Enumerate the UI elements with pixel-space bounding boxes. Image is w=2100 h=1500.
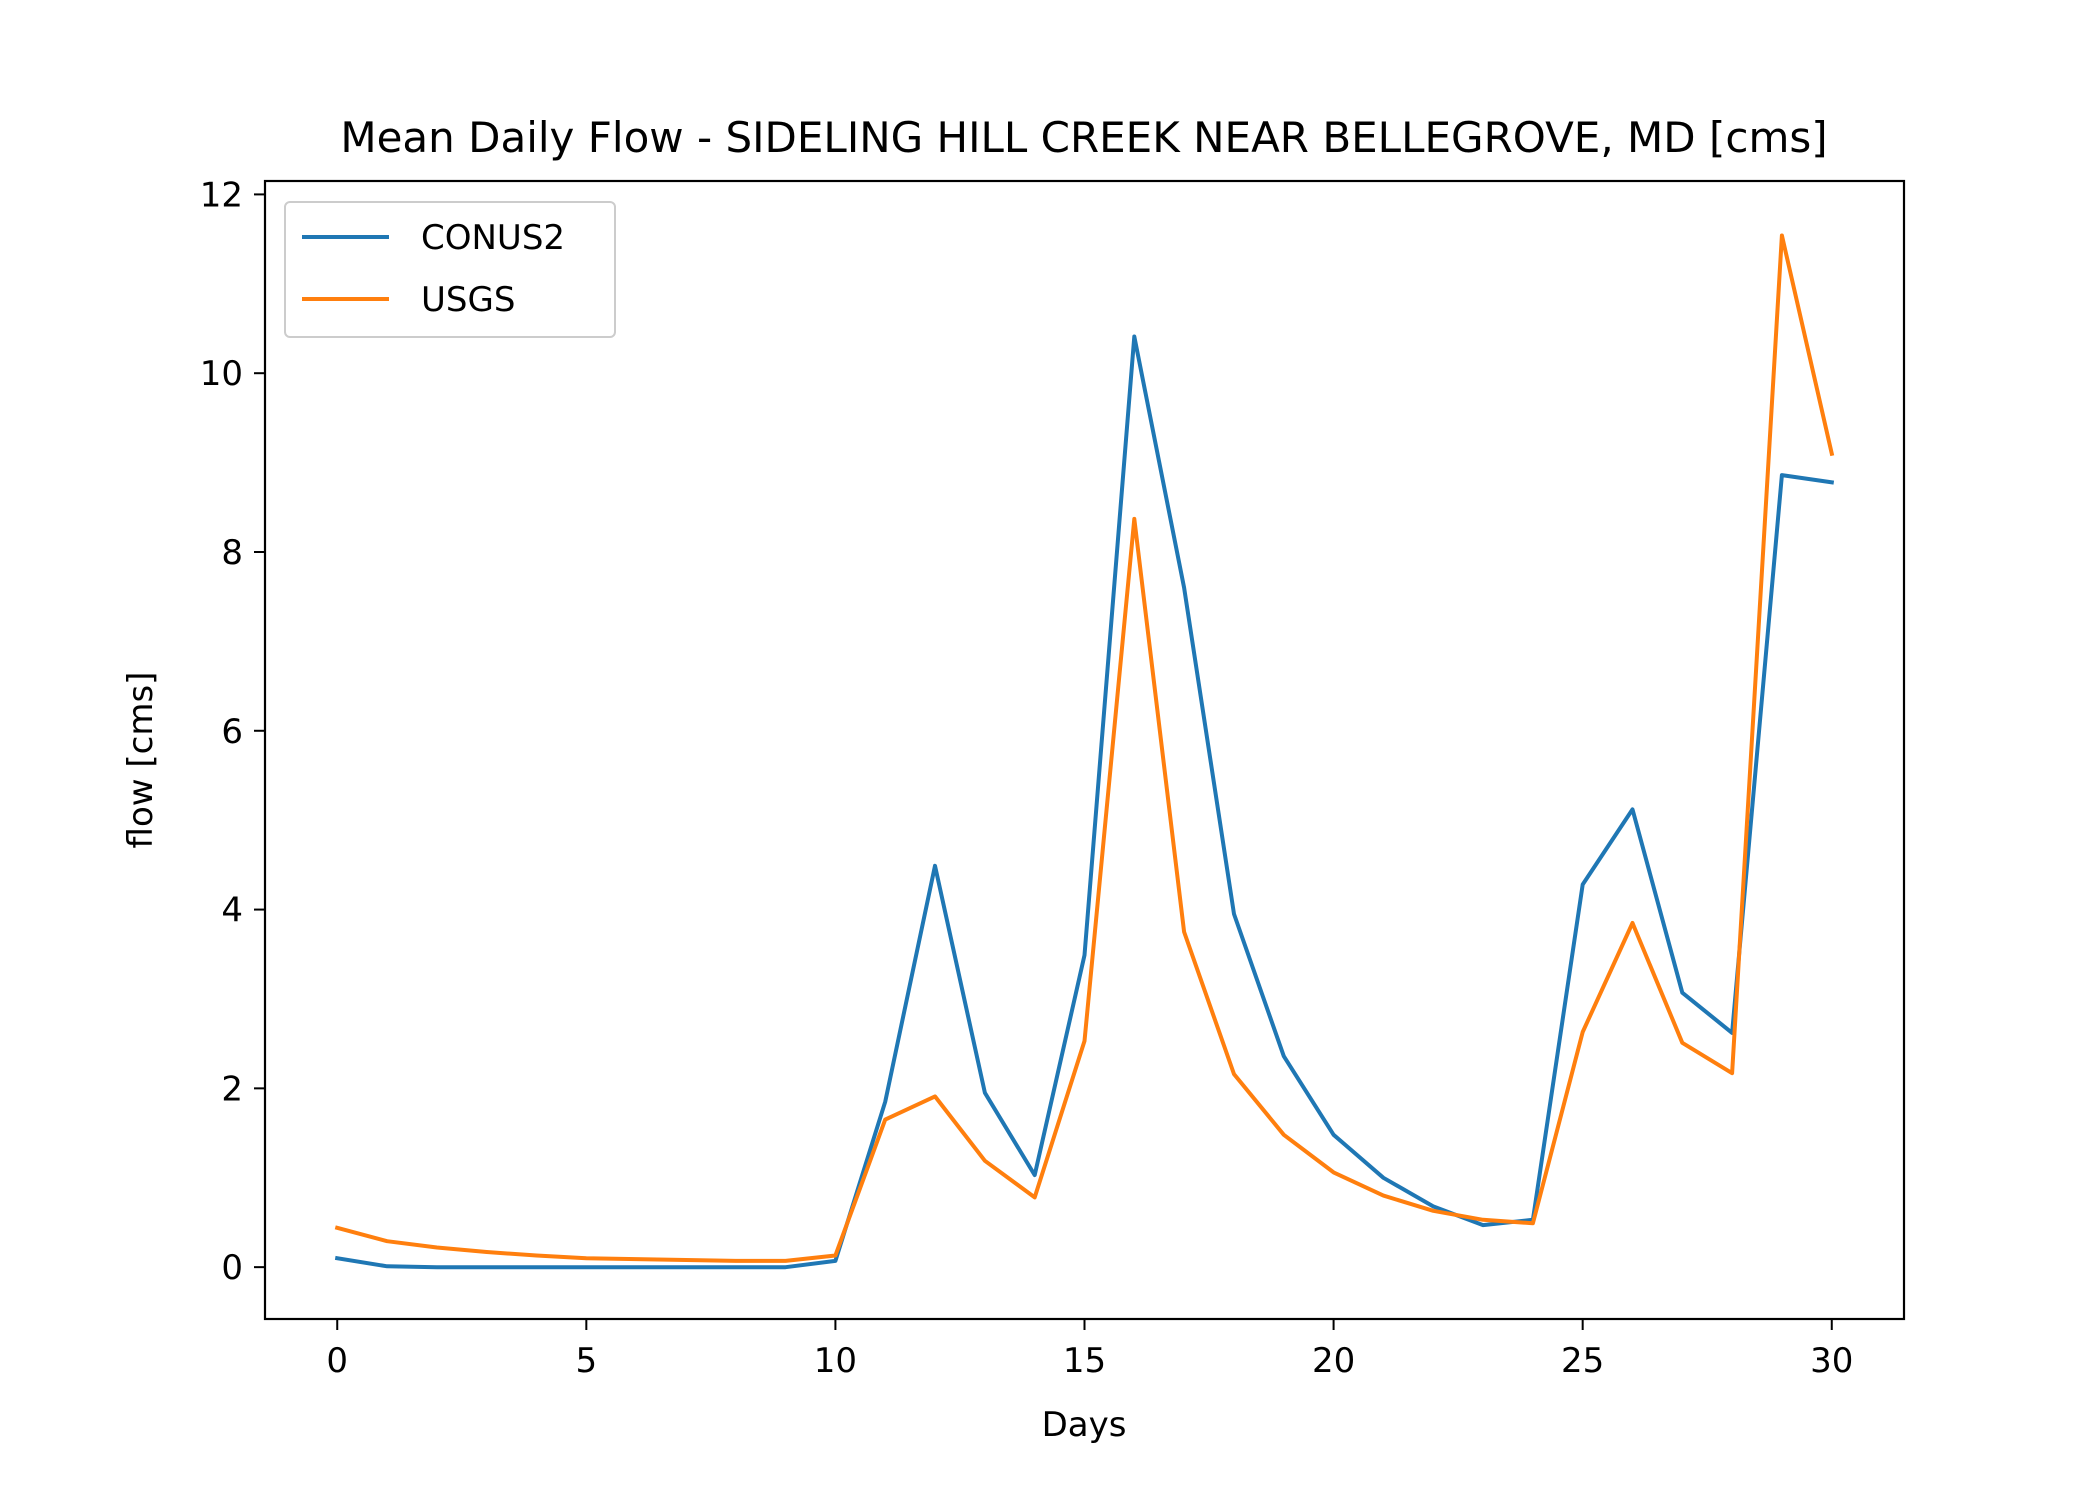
y-tick-label: 0 (221, 1248, 243, 1288)
chart-title: Mean Daily Flow - SIDELING HILL CREEK NE… (340, 113, 1827, 162)
series-line-usgs (334, 233, 1835, 1263)
y-tick-label: 6 (221, 712, 243, 752)
legend-label-usgs: USGS (421, 280, 515, 320)
legend: CONUS2 USGS (284, 201, 616, 338)
y-tick-label: 2 (221, 1069, 243, 1109)
x-axis-label: Days (1042, 1405, 1127, 1445)
x-tick-label: 5 (576, 1341, 598, 1381)
legend-label-conus2: CONUS2 (421, 218, 565, 258)
x-tick-label: 25 (1561, 1341, 1604, 1381)
y-axis-label: flow [cms] (121, 672, 161, 849)
x-tick-label: 0 (326, 1341, 348, 1381)
y-tick-label: 10 (200, 354, 243, 394)
series-line-conus2 (334, 334, 1835, 1270)
y-tick-label: 8 (221, 533, 243, 573)
y-tick-label: 12 (200, 175, 243, 215)
x-tick-label: 30 (1810, 1341, 1853, 1381)
x-tick-label: 15 (1063, 1341, 1106, 1381)
x-tick-label: 10 (814, 1341, 857, 1381)
y-tick-label: 4 (221, 891, 243, 931)
x-tick-label: 20 (1312, 1341, 1355, 1381)
